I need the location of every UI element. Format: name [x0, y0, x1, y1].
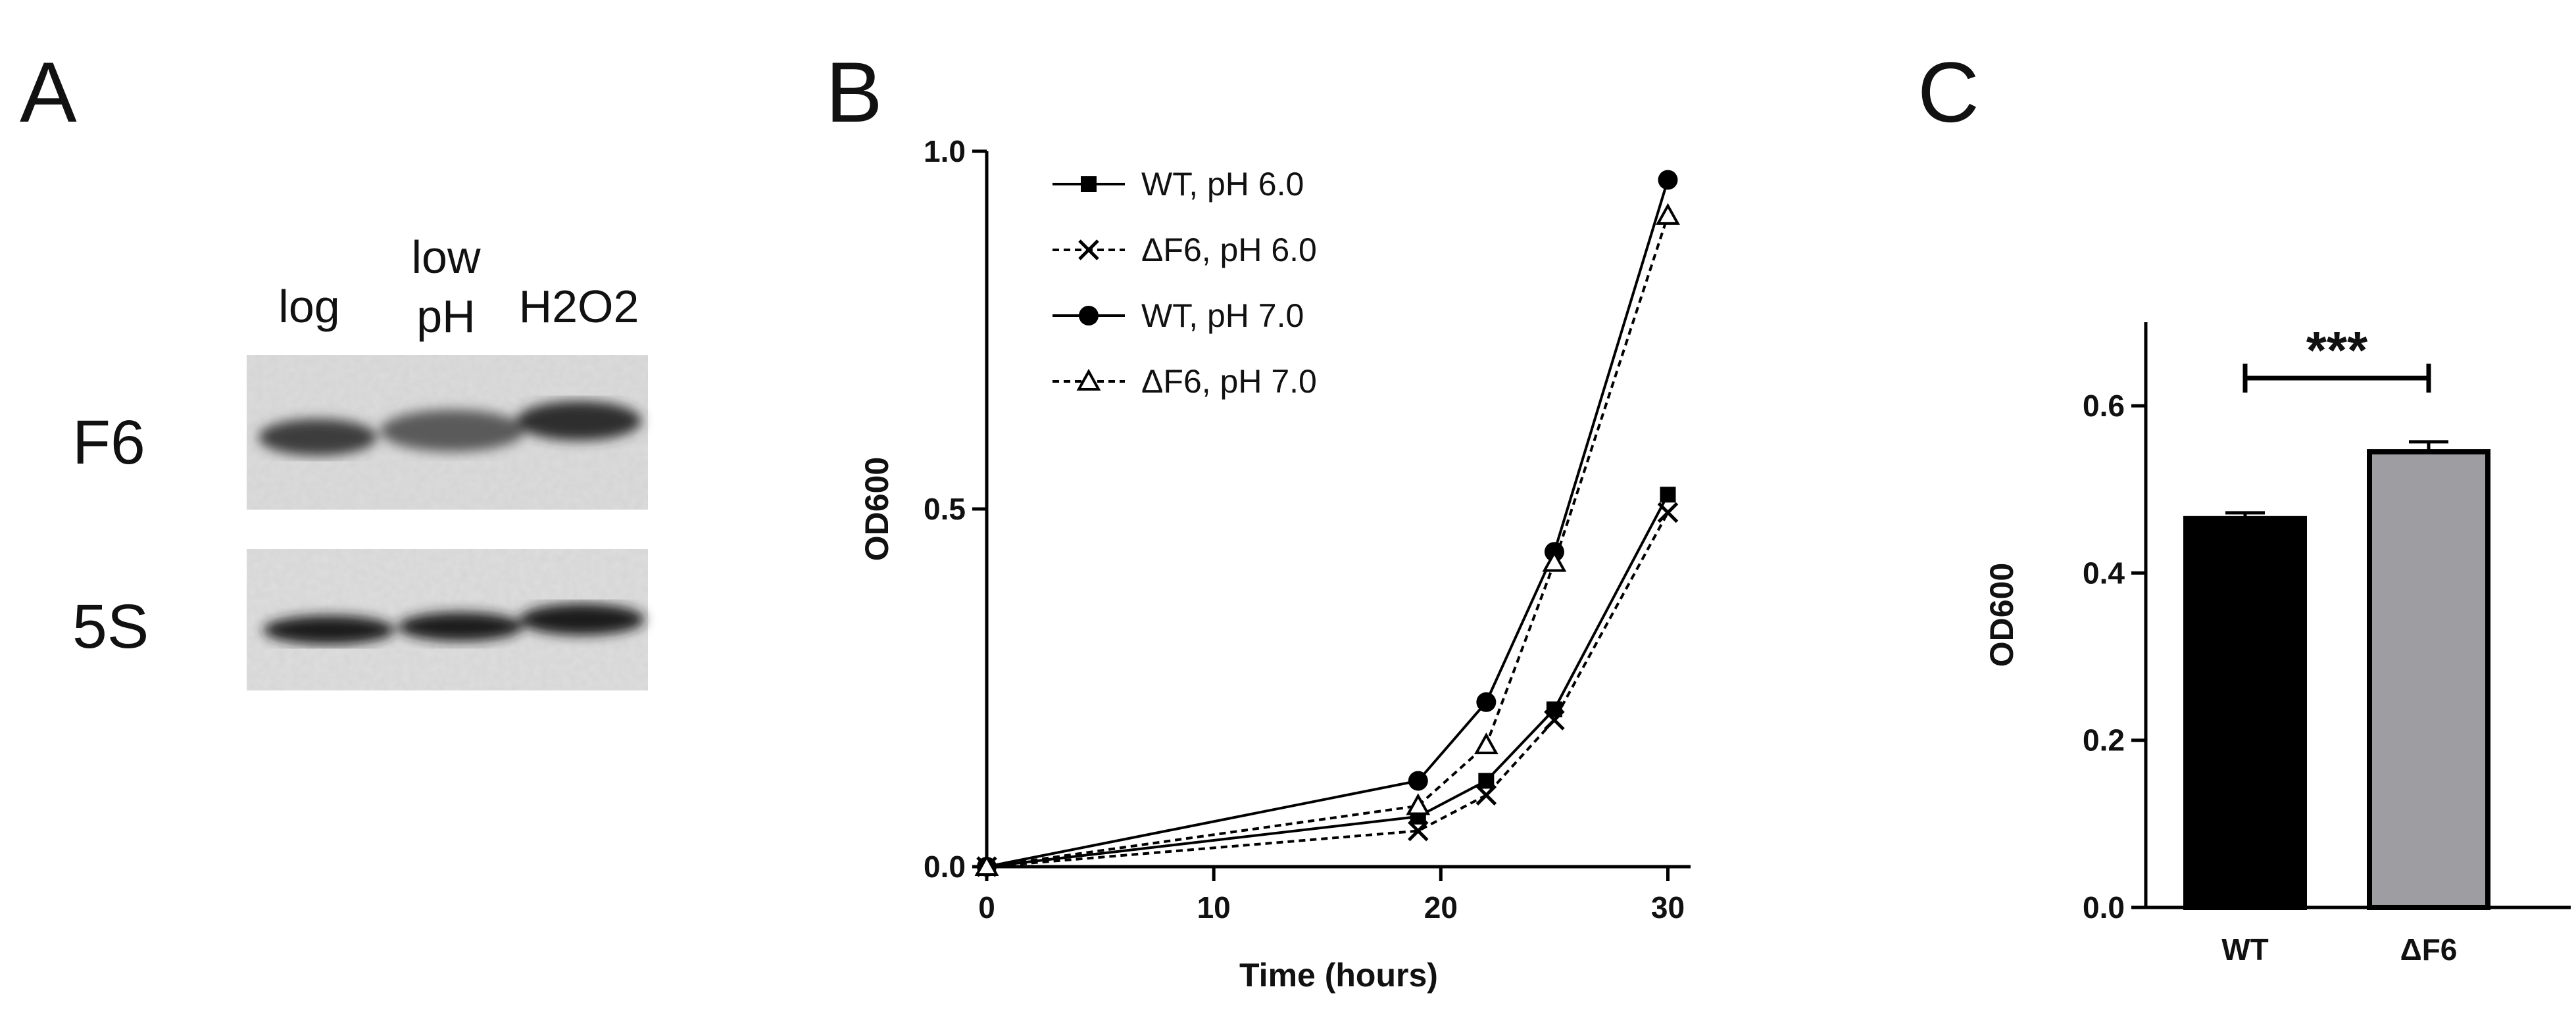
y-tick-label: 0.5 [924, 492, 966, 526]
5s-band-low-ph [398, 612, 523, 641]
bar [2183, 516, 2307, 910]
growth-curve-chart: 0.0 0.5 1.0 0 10 20 30 Time (hours) OD600 WT, pH … [858, 134, 1691, 994]
legend-marker [1081, 176, 1097, 192]
data-point [1408, 820, 1429, 842]
series-line [986, 494, 1670, 868]
data-point [1476, 692, 1497, 712]
lane-1-label: log [278, 281, 339, 332]
panel-a-letter: A [20, 44, 77, 140]
series-4 [974, 203, 1680, 876]
data-point [1475, 784, 1497, 806]
data-point [1656, 203, 1680, 225]
5s-band-h2o2 [520, 604, 645, 635]
legend-label: WT, pH 7.0 [1141, 297, 1304, 334]
data-point [1408, 771, 1428, 791]
legend-marker [1079, 306, 1099, 325]
f6-band-log [259, 419, 377, 456]
panel-c-letter: C [1918, 44, 1979, 140]
y-axis-title: OD600 [1983, 563, 2020, 667]
x-tick-label: 0 [978, 890, 995, 925]
data-point [1544, 710, 1565, 731]
y-tick-label: 0.2 [2083, 723, 2125, 758]
legend: WT, pH 6.0 ΔF6, pH 6.0 WT, pH 7.0 ΔF6, pH 7… [1053, 166, 1317, 400]
y-tick-label: 0.4 [2083, 556, 2125, 590]
panel-a: A log low pH H2O2 F6 5S [20, 44, 648, 690]
5s-band-log [263, 615, 395, 644]
legend-label: ΔF6, pH 7.0 [1141, 363, 1317, 400]
data-point [1542, 550, 1567, 572]
legend-marker [1078, 239, 1099, 260]
x-marker-stroke [1408, 820, 1429, 842]
bar [2367, 449, 2490, 910]
data-point [1474, 732, 1499, 755]
data-point [1660, 487, 1676, 503]
data-point [1478, 773, 1495, 789]
y-tick-label: 0.0 [2083, 890, 2125, 925]
x-tick-label: 20 [1424, 890, 1458, 925]
x-marker-stroke [1657, 502, 1679, 523]
od600-bar-chart: 0.0 0.2 0.4 0.6 OD600 WT ΔF6 *** [1983, 321, 2571, 967]
data-point [974, 854, 999, 876]
x-category-label: WT [2221, 932, 2269, 967]
y-tick-label: 0.0 [924, 850, 966, 884]
series-3 [977, 170, 1678, 877]
band-label-f6: F6 [72, 408, 145, 477]
panel-b-letter: B [826, 44, 883, 140]
series-line [986, 179, 1670, 868]
f6-band-low-ph [380, 410, 525, 452]
legend-label: WT, pH 6.0 [1141, 166, 1304, 203]
x-category-label: ΔF6 [2400, 932, 2458, 967]
series-2 [976, 502, 1679, 877]
data-point [1406, 793, 1431, 815]
x-axis-title: Time (hours) [1239, 957, 1438, 994]
x-marker-stroke [1475, 784, 1497, 806]
x-tick-label: 30 [1651, 890, 1685, 925]
blot-strip-f6 [247, 355, 648, 510]
x-marker-stroke [1078, 239, 1099, 260]
lane-2-label-line1: low [411, 231, 480, 283]
f6-band-h2o2 [516, 401, 641, 441]
panel-b: B 0.0 0.5 1.0 0 10 20 30 Time (hours) OD600 WT, p… [826, 44, 1691, 994]
y-axis-title: OD600 [858, 457, 895, 561]
significance-stars: *** [2306, 321, 2368, 379]
x-marker-stroke [1544, 710, 1565, 731]
data-point [1658, 170, 1678, 190]
lane-3-label: H2O2 [519, 281, 639, 332]
panel-c: C 0.0 0.2 0.4 0.6 OD600 WT ΔF6 *** [1918, 44, 2571, 967]
series-1 [979, 487, 1676, 875]
y-tick-label: 1.0 [924, 134, 966, 168]
y-tick-label: 0.6 [2083, 389, 2125, 423]
blot-strip-5s [247, 549, 648, 690]
x-tick-label: 10 [1197, 890, 1231, 925]
legend-label: ΔF6, pH 6.0 [1141, 231, 1317, 268]
legend-marker [1076, 368, 1101, 391]
lane-2-label-line2: pH [416, 291, 475, 342]
data-point [1657, 502, 1679, 523]
band-label-5s: 5S [72, 592, 149, 662]
